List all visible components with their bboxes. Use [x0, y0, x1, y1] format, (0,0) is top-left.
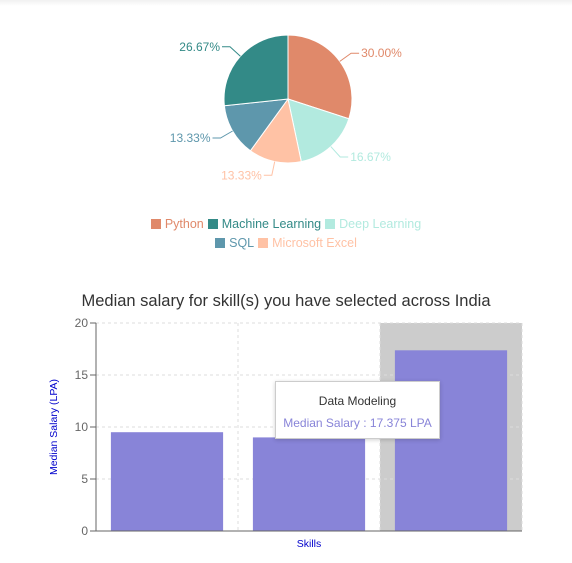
- pie-slice-machine-learning[interactable]: [223, 34, 289, 107]
- legend-item-microsoft-excel[interactable]: Microsoft Excel: [258, 234, 357, 253]
- pie-label-sql: 13.33%: [170, 131, 211, 145]
- legend-label: SQL: [229, 236, 255, 250]
- legend-swatch: [150, 219, 161, 229]
- bar-tooltip: Data Modeling Median Salary : 17.375 LPA: [275, 381, 440, 439]
- tooltip-title: Data Modeling: [318, 394, 397, 408]
- y-tick-label: 10: [75, 420, 89, 434]
- top-strip: [0, 0, 572, 6]
- pie-label-line-sql: [212, 130, 233, 139]
- pie-chart: 30.00% 16.67% 13.33% 13.33% 26.67%: [170, 34, 402, 182]
- legend-row: SQL Microsoft Excel: [0, 234, 572, 253]
- bar-2[interactable]: [252, 437, 366, 531]
- legend-item-sql[interactable]: SQL: [215, 234, 254, 253]
- legend-item-machine-learning[interactable]: Machine Learning: [207, 215, 322, 234]
- y-tick-label: 0: [81, 524, 88, 538]
- pie-label-line-microsoft-excel: [263, 161, 276, 176]
- legend-label: Microsoft Excel: [272, 236, 357, 250]
- legend-swatch: [258, 238, 269, 248]
- pie-label-line-python: [339, 52, 360, 62]
- legend-item-deep-learning[interactable]: Deep Learning: [325, 215, 421, 234]
- bar-1[interactable]: [110, 432, 224, 531]
- y-tick-label: 20: [75, 316, 89, 330]
- legend-swatch: [215, 238, 226, 248]
- tooltip-value: Median Salary : 17.375 LPA: [283, 416, 432, 430]
- pie-label-deep-learning: 16.67%: [350, 150, 391, 164]
- pie-label-line-machine-learning: [222, 46, 241, 57]
- bar-3[interactable]: [394, 350, 508, 531]
- pie-label-machine-learning: 26.67%: [179, 40, 220, 54]
- pie-legend: Python Machine Learning Deep Learning SQL Mi…: [0, 215, 572, 253]
- pie-slice-microsoft-excel[interactable]: [249, 97, 302, 164]
- legend-label: Python: [164, 217, 204, 231]
- legend-item-python[interactable]: Python: [150, 215, 204, 234]
- legend-swatch: [207, 219, 218, 229]
- pie-label-python: 30.00%: [361, 46, 402, 60]
- y-axis-label: Median Salary (LPA): [48, 379, 60, 475]
- pie-slice-deep-learning[interactable]: [287, 98, 350, 163]
- pie-label-line-deep-learning: [330, 146, 349, 158]
- x-axis-label: Skills: [297, 538, 322, 550]
- legend-swatch: [325, 219, 336, 229]
- y-tick-label: 5: [81, 472, 88, 486]
- y-tick-label: 15: [75, 368, 89, 382]
- pie-label-microsoft-excel: 13.33%: [221, 168, 262, 182]
- legend-label: Deep Learning: [339, 217, 422, 231]
- legend-label: Machine Learning: [221, 217, 322, 231]
- pie-slice-sql[interactable]: [223, 98, 290, 152]
- legend-row: Python Machine Learning Deep Learning: [0, 215, 572, 234]
- pie-slice-python[interactable]: [287, 34, 353, 120]
- bar-chart-title: Median salary for skill(s) you have sele…: [81, 292, 491, 310]
